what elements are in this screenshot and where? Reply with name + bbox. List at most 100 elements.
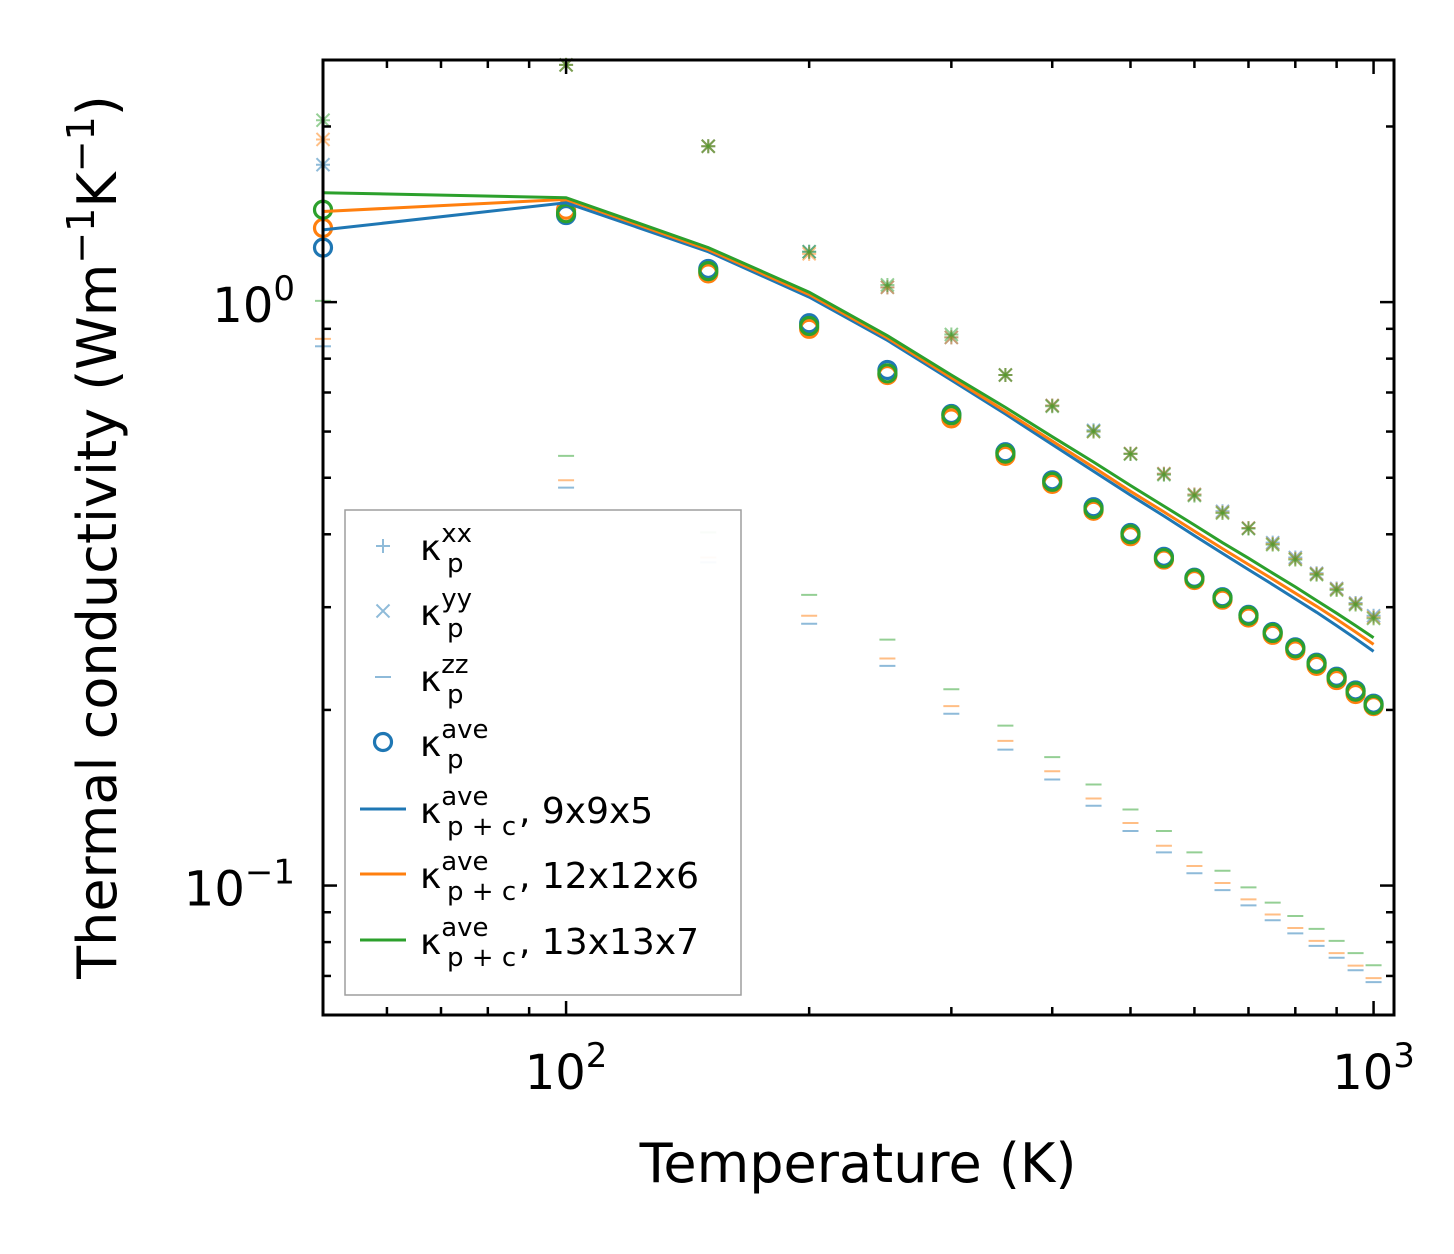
legend-sub: p	[447, 680, 464, 710]
kyy-point	[1045, 399, 1060, 414]
x-tick-label-base: 10	[525, 1045, 586, 1101]
legend-sub: p + c	[447, 812, 516, 842]
y-axis-label-exp1: −1	[59, 208, 103, 264]
kyy-point	[1309, 567, 1324, 582]
legend-sup: ave	[441, 715, 488, 745]
legend-label: κxx p	[420, 519, 472, 579]
y-tick-label: 100	[212, 269, 295, 334]
legend-label: κave p + c, 12x12x6	[420, 847, 699, 907]
legend-marker-plus	[376, 539, 390, 553]
legend-entry: κave p + c, 13x13x7	[360, 913, 699, 973]
kpc-line-13x13x7	[322, 191, 1375, 639]
legend-entry: κzz p	[375, 650, 469, 710]
legend-marker-x	[375, 603, 391, 619]
kave-point	[799, 315, 820, 337]
legend-sup: ave	[441, 847, 488, 877]
x-axis-label: Temperature (K)	[639, 1132, 1077, 1195]
series-13x13x7	[315, 57, 1382, 967]
y-axis-label-main: Thermal conductivity (Wm	[66, 264, 129, 980]
legend-sup: yy	[441, 584, 472, 614]
legend-sub: p + c	[447, 943, 516, 973]
y-tick-label-exp: 0	[273, 269, 295, 309]
plot-area	[312, 57, 1384, 984]
legend-symbol: κ	[420, 856, 441, 897]
kyy-point	[1086, 424, 1101, 439]
kave-point	[1326, 667, 1347, 688]
y-axis-label: Thermal conductivity (Wm−1K−1)	[59, 95, 129, 980]
legend-sub: p	[447, 549, 464, 579]
kyy-point	[1215, 505, 1230, 521]
legend-suffix: , 9x9x5	[519, 791, 653, 832]
y-axis-label-close: )	[66, 95, 129, 116]
legend-label: κave p + c, 13x13x7	[420, 913, 699, 973]
y-axis-label-exp2: −1	[59, 116, 103, 172]
legend-marker-circle	[372, 731, 394, 753]
legend-label: κyy p	[420, 584, 472, 644]
legend-entry: κxx p	[376, 519, 472, 579]
kave-point	[1306, 653, 1327, 674]
kave-point	[555, 203, 577, 224]
legend-sup: zz	[441, 650, 468, 680]
y-tick-label: 10−1	[184, 853, 295, 918]
kyy-point	[1241, 521, 1256, 536]
kyy-point	[1288, 552, 1303, 567]
x-tick-label-base: 10	[1332, 1045, 1393, 1101]
kyy-point	[880, 277, 895, 293]
legend-label: κzz p	[420, 650, 469, 710]
y-axis-label-mid: K	[66, 171, 129, 208]
kyy-point	[944, 327, 959, 342]
kpc-line-12x12x6	[322, 197, 1375, 646]
kave-point	[877, 363, 898, 384]
legend-sup: ave	[441, 782, 488, 812]
legend-suffix: , 12x12x6	[519, 856, 699, 897]
kave-point	[1212, 587, 1233, 609]
series-ave-13x13x7	[312, 199, 1384, 716]
legend-label: κave p + c, 9x9x5	[420, 782, 653, 842]
kave-point	[1262, 622, 1283, 644]
kyy-point	[801, 244, 817, 259]
legend-symbol: κ	[420, 724, 441, 765]
x-tick-label-exp: 3	[1393, 1036, 1415, 1076]
kyy-point	[1329, 582, 1344, 598]
kyy-point	[1187, 488, 1202, 503]
legend-box	[344, 509, 742, 996]
legend-symbol: κ	[420, 528, 441, 569]
legend-symbol: κ	[420, 922, 441, 963]
x-tick-label: 103	[1332, 1036, 1415, 1101]
x-tick-label-exp: 2	[586, 1036, 608, 1076]
kyy-point	[1156, 467, 1172, 482]
legend-suffix: , 13x13x7	[519, 922, 699, 963]
y-tick-label-exp: −1	[245, 853, 295, 893]
legend-entry: κyy p	[375, 584, 472, 644]
legend-sub: p + c	[447, 877, 516, 907]
legend-sup: ave	[441, 913, 488, 943]
kave-point	[1345, 681, 1366, 702]
kyy-point	[701, 139, 716, 154]
kave-point	[1153, 548, 1175, 569]
legend-entry: κave p + c, 12x12x6	[360, 847, 699, 907]
kyy-point	[1348, 597, 1363, 612]
kave-point	[995, 443, 1016, 464]
kyy-point	[1265, 537, 1280, 552]
kyy-point	[1366, 611, 1381, 626]
x-tick-label: 102	[525, 1036, 608, 1101]
legend-entry: κave p + c, 9x9x5	[360, 782, 653, 842]
kave-point	[941, 405, 962, 426]
kave-point	[1363, 694, 1384, 716]
kave-point	[1238, 605, 1259, 626]
kyy-point	[1123, 446, 1138, 462]
y-tick-label-base: 10	[212, 278, 273, 334]
kave-point	[698, 261, 719, 282]
axes-frame	[321, 58, 1396, 1017]
legend-label: κave p	[420, 715, 489, 775]
kave-point	[1184, 568, 1205, 589]
kpc-line-9x9x5	[322, 201, 1375, 653]
kave-point	[1042, 471, 1063, 492]
legend-sup: xx	[441, 519, 472, 549]
legend-sub: p	[447, 614, 464, 644]
kave-point	[1285, 638, 1306, 659]
legend-sub: p	[447, 745, 464, 775]
legend-symbol: κ	[420, 659, 441, 700]
